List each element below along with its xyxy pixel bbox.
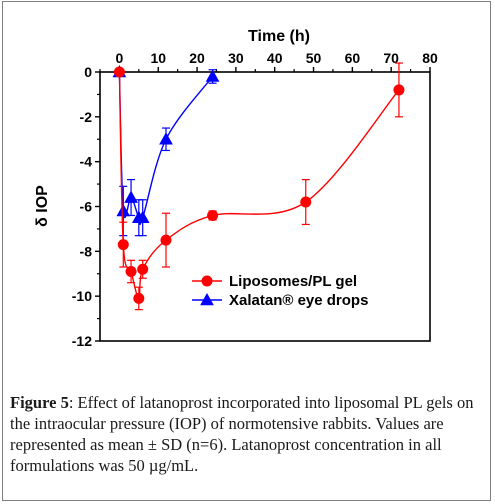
chart: 0 10 20 30 40 50 60 70 80 0 -2 -4 -6 -8 -10 -12 Time (h)… [34,28,438,349]
figure-caption: Figure 5: Effect of latanoprost incorpor… [10,392,488,476]
data-point [133,292,145,304]
x-tick-label: 60 [345,50,361,66]
data-point [160,234,172,246]
x-tick-label: 20 [189,50,205,66]
x-tick-label: 30 [228,50,244,66]
legend-marker [200,292,214,306]
chart-axes: 0 10 20 30 40 50 60 70 80 0 -2 -4 -6 -8 -10 -12 Time (h)… [34,28,438,349]
data-point [300,196,312,208]
x-tick-label: 0 [116,50,124,66]
legend-marker [201,275,213,287]
y-tick-label: -12 [72,333,92,349]
x-tick-label: 40 [267,50,283,66]
data-point [205,69,220,82]
data-point [207,209,219,221]
data-point [137,263,149,275]
caption-text: : Effect of latanoprost incorporated int… [10,393,474,475]
x-tick-label: 50 [306,50,322,66]
y-tick-label: -2 [80,109,93,125]
data-point [113,66,125,78]
x-tick-label: 70 [383,50,399,66]
data-point [393,84,405,96]
x-tick-label: 10 [150,50,166,66]
y-axis-title: δ IOP [34,185,51,227]
data-point [124,190,138,203]
caption-label: Figure 5 [10,393,69,412]
data-point [116,203,131,217]
data-point [159,132,173,145]
chart-legend: Liposomes/PL gel Xalatan® eye drops [192,273,368,309]
x-tick-label: 80 [422,50,438,66]
series-line [118,71,400,300]
data-point [125,266,137,278]
data-point [117,239,129,251]
chart-series-layer [112,62,405,311]
x-axis-title: Time (h) [248,28,310,45]
y-tick-label: -8 [80,243,93,259]
legend-label: Liposomes/PL gel [229,273,357,290]
y-tick-label: -4 [80,154,93,170]
series-liposomes-pl-gel [113,62,405,311]
data-point [135,210,150,224]
series-xalatan-eye-drops [112,64,220,237]
y-tick-label: -6 [80,199,93,215]
y-tick-label: 0 [84,64,92,80]
legend-label: Xalatan® eye drops [229,292,368,309]
y-tick-label: -10 [72,288,92,304]
